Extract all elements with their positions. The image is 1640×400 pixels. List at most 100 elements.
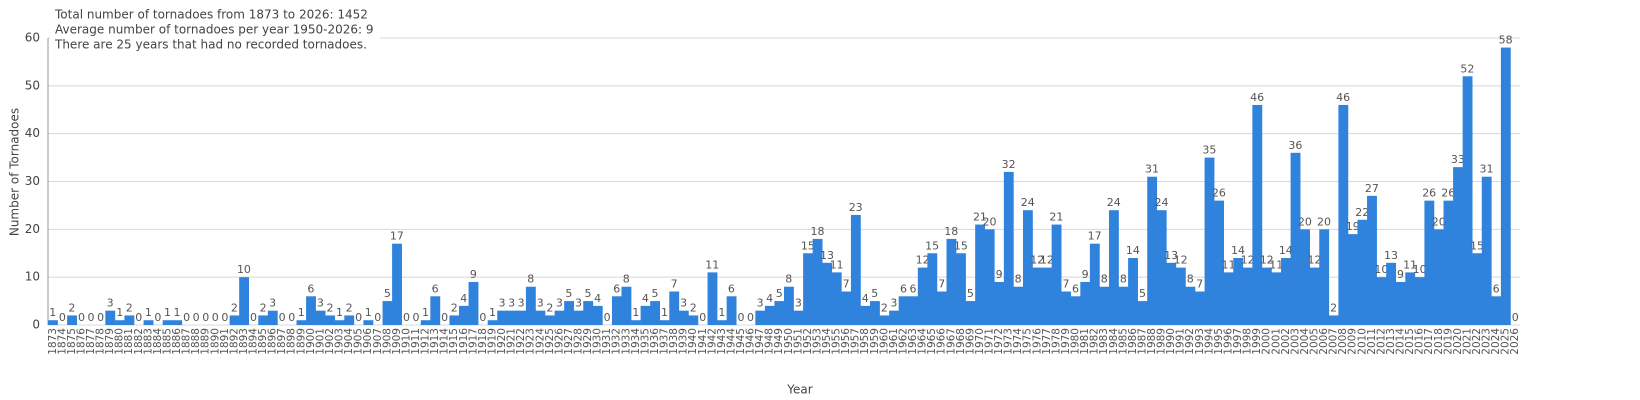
value-label: 6: [728, 282, 735, 295]
bar: [487, 320, 498, 325]
x-tick-label: 1908: [381, 328, 393, 355]
x-tick-label: 1936: [649, 328, 661, 355]
x-tick-label: 2026: [1509, 328, 1521, 355]
value-label: 7: [1062, 278, 1069, 291]
x-tick-label: 1892: [228, 328, 240, 355]
bar: [105, 310, 116, 325]
x-tick-label: 2020: [1452, 328, 1464, 355]
bar: [717, 320, 727, 325]
bar: [1175, 267, 1186, 325]
bar: [1195, 291, 1205, 325]
x-tick-label: 1921: [506, 328, 518, 355]
bar: [1376, 277, 1387, 325]
value-label: 12: [1260, 254, 1274, 267]
value-label: 15: [1470, 239, 1484, 252]
value-label: 4: [862, 292, 869, 305]
x-tick-label: 1878: [95, 328, 107, 355]
x-tick-label: 1915: [448, 328, 460, 355]
value-label: 9: [1397, 268, 1404, 281]
bar: [659, 320, 670, 325]
value-label: 8: [785, 273, 792, 286]
x-tick-label: 1874: [56, 328, 68, 355]
x-tick-label: 1978: [1050, 328, 1062, 355]
x-tick-label: 1934: [630, 328, 642, 355]
x-tick-label: 1962: [897, 328, 909, 355]
value-label: 12: [1307, 254, 1321, 267]
value-label: 7: [1196, 278, 1203, 291]
x-tick-label: 1984: [1108, 328, 1120, 355]
bar: [927, 253, 938, 325]
value-label: 31: [1145, 163, 1159, 176]
bar: [1424, 200, 1435, 325]
bar: [1300, 229, 1311, 325]
value-label: 0: [1512, 311, 1519, 324]
bar: [1261, 267, 1272, 325]
value-label: 12: [1241, 254, 1255, 267]
bar: [1472, 253, 1483, 325]
y-tick-label: 0: [32, 318, 40, 332]
value-label: 15: [954, 239, 968, 252]
x-tick-label: 2000: [1261, 328, 1273, 355]
y-tick-label: 30: [25, 174, 40, 188]
bar: [124, 315, 135, 325]
x-tick-label: 1912: [420, 328, 432, 355]
bar: [325, 315, 336, 325]
value-label: 52: [1460, 62, 1474, 75]
value-label: 1: [174, 306, 181, 319]
x-tick-label: 1991: [1175, 328, 1187, 355]
x-tick-label: 1943: [716, 328, 728, 355]
bar: [1405, 272, 1416, 325]
x-tick-label: 2025: [1500, 328, 1512, 355]
value-label: 18: [944, 225, 958, 238]
x-tick-label: 1879: [104, 328, 116, 355]
bar: [1185, 286, 1196, 325]
value-label: 18: [810, 225, 824, 238]
x-tick-label: 1990: [1165, 328, 1177, 355]
x-tick-label: 1993: [1194, 328, 1206, 355]
value-label: 3: [317, 297, 324, 310]
value-label: 0: [154, 311, 161, 324]
bar: [1070, 296, 1081, 325]
x-tick-label: 1896: [267, 328, 279, 355]
y-tick-label: 10: [25, 270, 40, 284]
value-label: 12: [1040, 254, 1054, 267]
value-label: 7: [938, 278, 945, 291]
x-tick-label: 1890: [209, 328, 221, 355]
bar: [1281, 258, 1291, 325]
x-tick-label: 1966: [936, 328, 948, 355]
x-tick-label: 1924: [534, 328, 546, 355]
value-label: 2: [346, 301, 353, 314]
x-tick-label: 1898: [286, 328, 298, 355]
x-tick-label: 1875: [66, 328, 78, 355]
value-label: 6: [1493, 282, 1500, 295]
bar: [1080, 281, 1091, 325]
bar: [1051, 224, 1062, 325]
bar: [1242, 267, 1253, 325]
x-tick-label: 1882: [133, 328, 145, 355]
x-tick-label: 1905: [353, 328, 365, 355]
value-label: 20: [1317, 215, 1331, 228]
value-label: 1: [145, 306, 152, 319]
bar: [793, 310, 804, 325]
x-tick-label: 1983: [1098, 328, 1110, 355]
value-label: 3: [556, 297, 563, 310]
value-label: 26: [1422, 187, 1436, 200]
value-label: 6: [432, 282, 439, 295]
x-tick-label: 1925: [544, 328, 556, 355]
bar: [48, 320, 58, 325]
bar: [573, 310, 584, 325]
value-label: 8: [527, 273, 534, 286]
bar: [726, 296, 737, 325]
bar: [908, 296, 919, 325]
bar: [420, 320, 431, 325]
x-tick-label: 1951: [792, 328, 804, 355]
value-label: 20: [983, 215, 997, 228]
value-label: 12: [916, 254, 930, 267]
bar: [1003, 171, 1014, 325]
value-label: 0: [288, 311, 295, 324]
bar: [1462, 76, 1473, 326]
x-tick-label: 1932: [611, 328, 623, 355]
bar: [1271, 272, 1282, 325]
bar: [1433, 229, 1444, 325]
x-tick-label: 2011: [1366, 328, 1378, 355]
